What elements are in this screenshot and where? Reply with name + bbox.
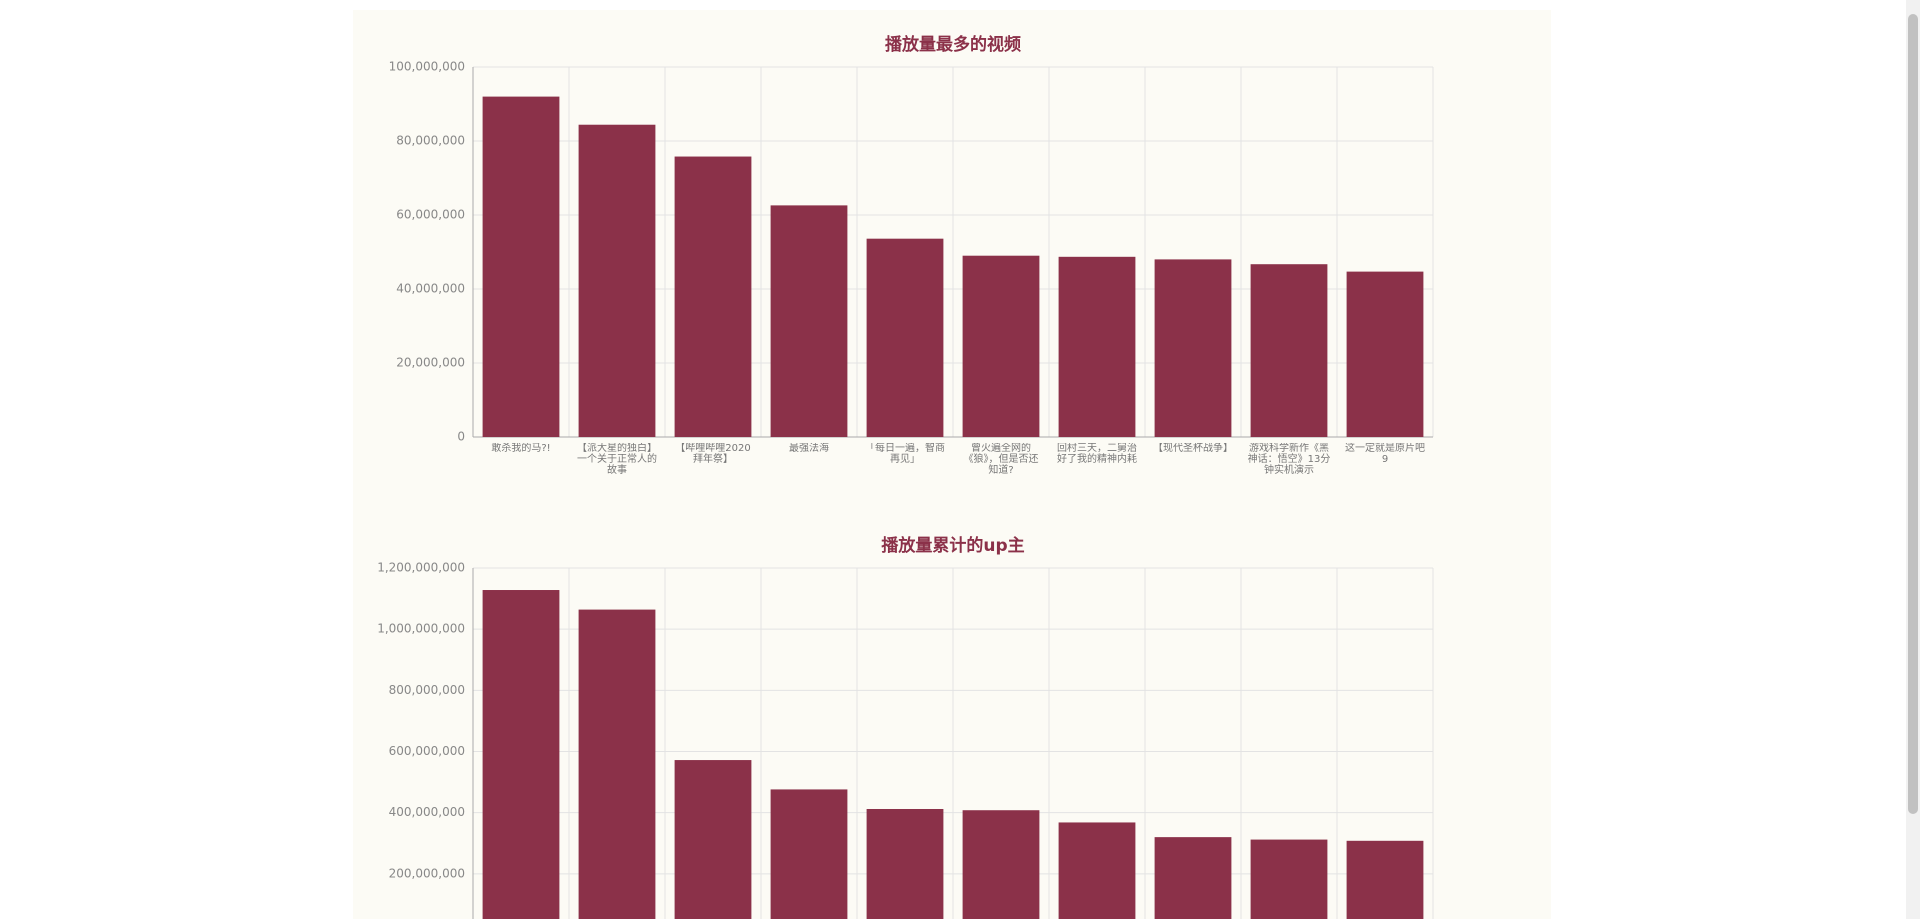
x-label-box: 游戏科学新作《黑神话：悟空》13分钟实机演示 — [1247, 443, 1331, 476]
x-label-box: 【现代圣杯战争】 — [1153, 443, 1233, 454]
bar — [1058, 256, 1136, 437]
x-label-box: 敢杀我的马?! — [491, 443, 551, 454]
bar — [1250, 264, 1328, 437]
x-label-box: 这一定就是原片吧9 — [1345, 443, 1425, 465]
bar — [1154, 259, 1232, 437]
chart-title: 播放量累计的up主 — [881, 535, 1024, 556]
bar — [1058, 822, 1136, 919]
x-tick-label: 回村三天，二舅治好了我的精神内耗 — [1057, 443, 1137, 465]
y-tick-label: 80,000,000 — [396, 134, 465, 148]
bar — [770, 205, 848, 437]
bar — [578, 609, 656, 919]
y-tick-label: 200,000,000 — [389, 866, 465, 880]
bar — [1154, 837, 1232, 919]
x-tick-label: 【派大星的独白】一个关于正常人的故事 — [577, 443, 657, 476]
bar — [1346, 271, 1424, 437]
x-tick-label: 【哔哩哔哩2020拜年祭】 — [675, 443, 751, 465]
x-label-box: 【派大星的独白】一个关于正常人的故事 — [577, 443, 657, 476]
x-tick-label: 「每日一遍，智商再见」 — [865, 443, 945, 465]
x-tick-label: 敢杀我的马?! — [491, 443, 551, 454]
chart-title: 播放量最多的视频 — [885, 34, 1021, 55]
y-tick-label: 800,000,000 — [389, 683, 465, 697]
x-tick-label: 【现代圣杯战争】 — [1153, 443, 1233, 454]
bar — [674, 760, 752, 919]
x-tick-label: 这一定就是原片吧9 — [1345, 443, 1425, 465]
y-tick-label: 60,000,000 — [396, 208, 465, 222]
bar — [482, 590, 560, 919]
bar — [1250, 839, 1328, 919]
bar — [866, 808, 944, 919]
y-tick-label: 0 — [457, 430, 465, 444]
y-tick-label: 40,000,000 — [396, 282, 465, 296]
bar — [962, 810, 1040, 919]
x-label-box: 曾火遍全网的《狼》，但是否还知道? — [963, 443, 1039, 476]
x-tick-label: 最强法海 — [789, 443, 829, 454]
bar — [962, 255, 1040, 437]
x-label-box: 【哔哩哔哩2020拜年祭】 — [675, 443, 751, 465]
x-tick-label: 游戏科学新作《黑神话：悟空》13分钟实机演示 — [1247, 443, 1331, 476]
y-tick-label: 20,000,000 — [396, 356, 465, 370]
x-label-box: 最强法海 — [789, 443, 829, 454]
bar — [674, 156, 752, 438]
bar — [578, 124, 656, 437]
bar — [770, 789, 848, 919]
y-tick-label: 100,000,000 — [389, 60, 465, 74]
x-tick-label: 曾火遍全网的《狼》，但是否还知道? — [963, 443, 1039, 476]
x-label-box: 回村三天，二舅治好了我的精神内耗 — [1057, 443, 1137, 465]
y-tick-label: 600,000,000 — [389, 744, 465, 758]
bar — [866, 238, 944, 437]
y-tick-label: 1,200,000,000 — [377, 561, 465, 575]
y-tick-label: 400,000,000 — [389, 805, 465, 819]
bar — [1346, 840, 1424, 919]
y-tick-label: 1,000,000,000 — [377, 622, 465, 636]
x-label-box: 「每日一遍，智商再见」 — [865, 443, 945, 465]
bar — [482, 96, 560, 437]
scrollbar-thumb[interactable] — [1908, 14, 1918, 814]
